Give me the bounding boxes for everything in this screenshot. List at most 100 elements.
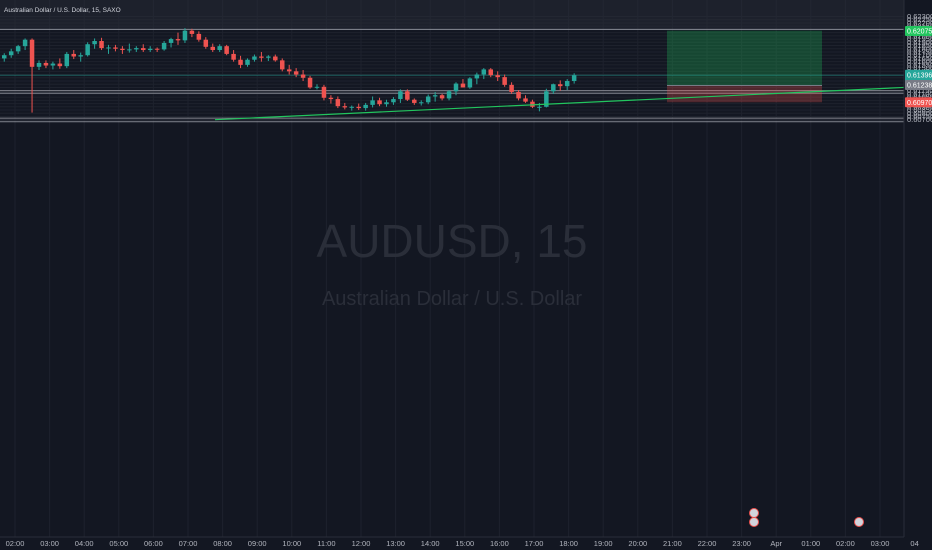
candle-body	[113, 47, 118, 49]
time-tick-label: 21:00	[663, 539, 682, 548]
candle-body	[29, 39, 35, 67]
watermark-symbol: AUDUSD, 15	[317, 215, 588, 267]
candle-body	[551, 84, 556, 92]
candle-body	[349, 106, 354, 108]
price-tick-label: 0.61700	[907, 51, 932, 60]
candle-body	[425, 96, 431, 103]
price-label-text: 0.61396	[907, 72, 932, 79]
time-tick-label: 07:00	[179, 539, 198, 548]
candle-body	[231, 53, 236, 60]
candle-body	[203, 39, 209, 47]
time-tick-label: 12:00	[352, 539, 371, 548]
candle-body	[217, 46, 222, 51]
chart-header: Australian Dollar / U.S. Dollar, 15, SAX…	[4, 7, 121, 14]
candle-body	[495, 75, 500, 78]
price-tick-label: 0.62300	[907, 12, 932, 21]
price-tick-label: 0.61950	[907, 35, 932, 44]
price-axis-background	[904, 0, 932, 550]
price-tick-label: 0.61650	[907, 54, 932, 63]
candle-body	[328, 97, 334, 100]
time-tick-label: 15:00	[455, 539, 474, 548]
candle-body	[189, 30, 195, 34]
candle-body	[252, 56, 257, 60]
watermark-description: Australian Dollar / U.S. Dollar	[322, 288, 582, 310]
candle-body	[453, 83, 459, 92]
trendline-layer[interactable]	[214, 86, 905, 121]
price-tick-label: 0.61800	[907, 44, 932, 53]
candle-body	[99, 41, 104, 49]
candle-body	[405, 91, 410, 100]
time-tick-label: 06:00	[144, 539, 163, 548]
support-zone	[0, 118, 904, 122]
long-position-tool[interactable]	[0, 30, 904, 103]
price-tick-label: 0.61150	[907, 86, 932, 95]
candle-body	[537, 106, 542, 108]
candle-body	[57, 63, 63, 67]
event-flag-icon[interactable]	[854, 517, 864, 527]
candle-body	[147, 48, 153, 51]
candle-body	[15, 46, 21, 52]
price-label-text: 0.60970	[907, 100, 932, 107]
symbol-description: Australian Dollar / U.S. Dollar, 15, SAX…	[4, 7, 121, 14]
candle-body	[245, 59, 250, 65]
price-tick-label: 0.62200	[907, 18, 932, 27]
event-flag-icon[interactable]	[749, 508, 759, 527]
price-tick-label: 0.60850	[907, 106, 932, 115]
mid-zone	[0, 90, 904, 94]
candle-body	[432, 95, 438, 97]
position-profit-zone	[667, 30, 822, 86]
price-tick-label: 0.61750	[907, 47, 932, 56]
price-label-tag	[905, 79, 932, 90]
candle-body	[544, 91, 549, 107]
candle-body	[154, 48, 160, 50]
watermark: AUDUSD, 15 Australian Dollar / U.S. Doll…	[317, 215, 588, 310]
candle-body	[419, 102, 424, 104]
price-tick-label: 0.61100	[907, 89, 932, 98]
candle-body	[384, 102, 389, 105]
time-tick-label: 22:00	[698, 539, 717, 548]
candle-body	[363, 104, 368, 109]
event-markers[interactable]	[749, 508, 864, 527]
candle-body	[266, 56, 271, 58]
candle-body	[168, 39, 174, 43]
price-tick-label: 0.60700	[907, 115, 932, 124]
candle-body	[259, 56, 264, 58]
candle-body	[370, 100, 375, 105]
candle-body	[238, 59, 243, 65]
candle-body	[509, 84, 514, 92]
price-label-text: 0.62075	[907, 29, 932, 36]
candle-body	[439, 95, 445, 99]
candle-body	[523, 98, 528, 102]
candle-body	[481, 69, 487, 75]
candle-body	[273, 56, 278, 61]
support-resistance-zones[interactable]	[0, 0, 904, 123]
time-tick-label: 18:00	[559, 539, 578, 548]
candle-body	[314, 86, 320, 88]
candle-body	[516, 91, 521, 99]
candle-body	[293, 71, 299, 75]
ascending-trendline	[214, 86, 905, 121]
time-tick-label: 02:00	[836, 539, 855, 548]
price-tick-label: 0.62250	[907, 15, 932, 24]
price-tick-label: 0.60750	[907, 112, 932, 121]
candle-body	[43, 62, 49, 66]
time-tick-label: 10:00	[282, 539, 301, 548]
candle-body	[224, 46, 229, 54]
candle-body	[134, 48, 139, 50]
candle-body	[50, 63, 56, 66]
candle-body	[335, 99, 341, 107]
candle-body	[398, 91, 403, 100]
candle-body	[64, 53, 70, 67]
candle-body	[22, 39, 28, 47]
price-label-text: 0.61238	[907, 82, 932, 89]
price-label-tag	[905, 26, 932, 37]
time-axis[interactable]: 02:00 03:00 04:00 05:00 06:00 07:00 08:00 09:00…	[0, 536, 932, 550]
time-tick-label: 23:00	[732, 539, 751, 548]
price-axis[interactable]: 0.623000.622500.622000.621500.621000.620…	[903, 0, 932, 550]
candle-body	[307, 77, 313, 88]
candle-body	[321, 86, 327, 98]
price-tick-label: 0.60800	[907, 109, 932, 118]
candle-body	[530, 101, 535, 107]
